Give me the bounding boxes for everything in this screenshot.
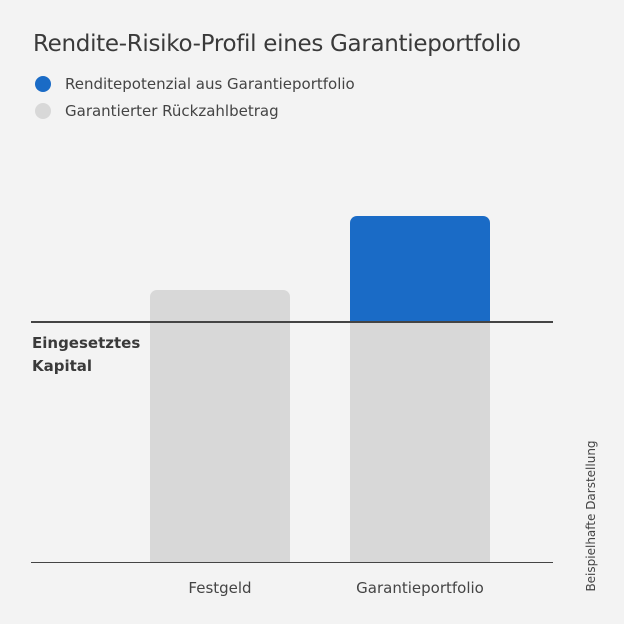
legend: Renditepotenzial aus Garantieportfolio G…: [35, 70, 355, 124]
reference-line-label: Eingesetztes Kapital: [32, 334, 141, 375]
bar-garantieportfolio-return-potential: [350, 216, 490, 322]
baseline-axis: [31, 562, 553, 563]
legend-item-return-potential: Renditepotenzial aus Garantieportfolio: [35, 70, 355, 97]
bar-festgeld-guaranteed: [150, 290, 290, 562]
bar-garantieportfolio-guaranteed: [350, 322, 490, 562]
legend-dot-gray-icon: [35, 102, 51, 119]
chart-title: Rendite-Risiko-Profil eines Garantieport…: [33, 31, 521, 57]
reference-line: [31, 321, 553, 323]
category-label-garantieportfolio: Garantieportfolio: [356, 579, 484, 597]
legend-label: Renditepotenzial aus Garantieportfolio: [65, 74, 355, 93]
category-label-festgeld: Festgeld: [188, 579, 252, 597]
legend-dot-blue-icon: [35, 75, 51, 92]
legend-item-guaranteed-repayment: Garantierter Rückzahlbetrag: [35, 97, 355, 124]
legend-label: Garantierter Rückzahlbetrag: [65, 101, 279, 120]
illustration-note: Beispielhafte Darstellung: [584, 440, 598, 592]
